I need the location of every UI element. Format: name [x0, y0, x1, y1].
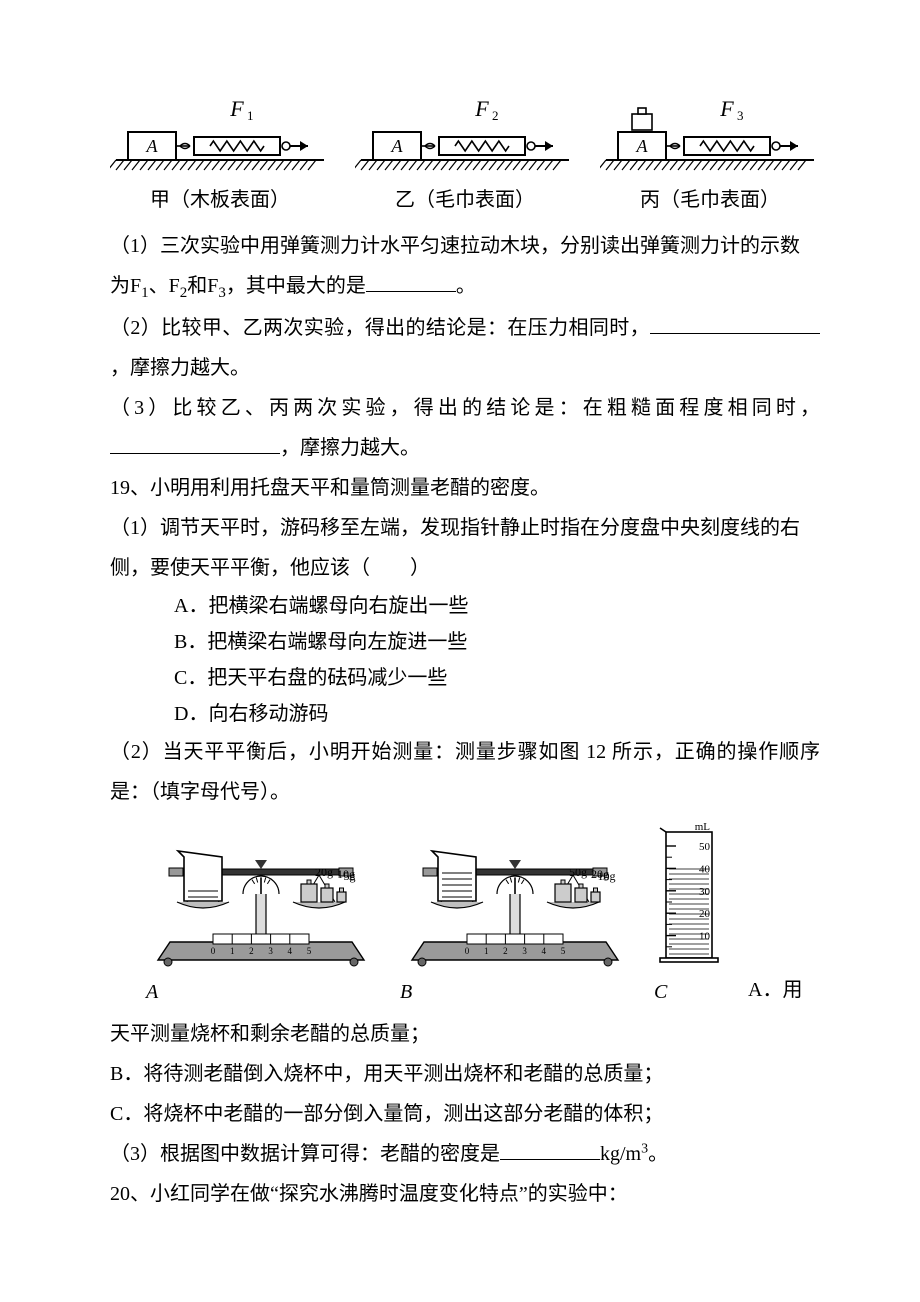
steps-B: B．将待测老醋倒入烧杯中，用天平测出烧杯和老醋的总质量； — [110, 1054, 820, 1094]
svg-text:1: 1 — [230, 946, 235, 956]
svg-text:5g: 5g — [344, 869, 356, 883]
svg-text:A: A — [146, 136, 159, 156]
txt: （3）比较乙、丙两次实验，得出的结论是：在粗糙面程度相同时， — [110, 397, 820, 419]
svg-text:30: 30 — [699, 886, 711, 898]
opt-C[interactable]: C．把天平右盘的砝码减少一些 — [174, 660, 820, 696]
blank-density[interactable] — [500, 1139, 600, 1160]
blank-2[interactable] — [650, 313, 820, 334]
svg-text:F: F — [719, 100, 734, 121]
q19-p1b: 侧，要使天平平衡，他应该（ ） — [110, 548, 820, 588]
q19-lead: 19、小明用利用托盘天平和量筒测量老醋的密度。 — [110, 468, 820, 508]
blank-1[interactable] — [366, 271, 456, 292]
txt: （3）根据图中数据计算可得：老醋的密度是 — [110, 1143, 500, 1165]
svg-text:3: 3 — [268, 946, 273, 956]
opt-B[interactable]: B．把横梁右端螺母向左旋进一些 — [174, 624, 820, 660]
q19-p2: （2）当天平平衡后，小明开始测量：测量步骤如图 12 所示，正确的操作顺序是：（… — [110, 732, 820, 812]
steps-A-inline: A．用 — [748, 979, 802, 1001]
svg-text:0: 0 — [211, 946, 216, 956]
cylinder-C: mL1020304050C — [654, 818, 724, 1012]
svg-text:5: 5 — [307, 946, 312, 956]
txt: ，其中最大的是 — [226, 275, 366, 297]
friction-figures: F 1 A 甲（木板表面） F 2 A — [110, 100, 820, 220]
svg-text:F: F — [474, 100, 489, 121]
svg-text:50: 50 — [699, 841, 711, 853]
svg-text:20: 20 — [699, 908, 711, 920]
svg-text:2: 2 — [249, 946, 254, 956]
q1-part1-line1: （1）三次实验中用弹簧测力计水平匀速拉动木块，分别读出弹簧测力计的示数 — [110, 226, 820, 266]
svg-text:4: 4 — [542, 946, 547, 956]
q1-part1-line2: 为F1、F2和F3，其中最大的是。 — [110, 266, 820, 308]
txt: ，摩擦力越大。 — [110, 357, 250, 379]
q1-part3: （3）比较乙、丙两次实验，得出的结论是：在粗糙面程度相同时， ，摩擦力越大。 — [110, 388, 820, 468]
svg-text:1: 1 — [484, 946, 489, 956]
txt: ，摩擦力越大。 — [280, 437, 420, 459]
q1-part2: （2）比较甲、乙两次实验，得出的结论是：在压力相同时， ，摩擦力越大。 — [110, 308, 820, 388]
svg-text:3: 3 — [522, 946, 527, 956]
svg-text:5: 5 — [561, 946, 566, 956]
svg-text:A: A — [391, 136, 404, 156]
q19-p3: （3）根据图中数据计算可得：老醋的密度是kg/m3。 — [110, 1134, 820, 1174]
svg-text:A: A — [636, 136, 649, 156]
svg-text:0: 0 — [465, 946, 470, 956]
txt: 、F — [149, 275, 180, 297]
txt: （2）比较甲、乙两次实验，得出的结论是：在压力相同时， — [110, 317, 650, 339]
svg-text:1: 1 — [247, 108, 254, 123]
balance-A: 20g10g5g012345A — [146, 818, 376, 1012]
q19-options: A．把横梁右端螺母向右旋出一些 B．把横梁右端螺母向左旋进一些 C．把天平右盘的… — [174, 588, 820, 732]
txt: 。 — [456, 275, 476, 297]
txt: 。 — [648, 1143, 668, 1165]
svg-text:2: 2 — [492, 108, 499, 123]
opt-D[interactable]: D．向右移动游码 — [174, 696, 820, 732]
balance-figures: 20g10g5g012345A 50g20g10g012345B mL10203… — [146, 818, 820, 1012]
q19-p1a: （1）调节天平时，游码移至左端，发现指针静止时指在分度盘中央刻度线的右 — [110, 508, 820, 548]
blank-3[interactable] — [110, 433, 280, 454]
q20-text: 20、小红同学在做“探究水沸腾时温度变化特点”的实验中： — [110, 1174, 820, 1214]
svg-text:3: 3 — [737, 108, 744, 123]
svg-text:2: 2 — [503, 946, 508, 956]
svg-text:10: 10 — [699, 931, 711, 943]
opt-A[interactable]: A．把横梁右端螺母向右旋出一些 — [174, 588, 820, 624]
svg-text:10g: 10g — [598, 869, 616, 883]
steps-C: C．将烧杯中老醋的一部分倒入量筒，测出这部分老醋的体积； — [110, 1094, 820, 1134]
txt: 和F — [187, 275, 218, 297]
balance-B: 50g20g10g012345B — [400, 818, 630, 1012]
svg-text:40: 40 — [699, 863, 711, 875]
svg-text:F: F — [229, 100, 244, 121]
txt: kg/m — [600, 1143, 641, 1165]
svg-text:4: 4 — [288, 946, 293, 956]
svg-text:20g: 20g — [315, 865, 333, 879]
steps-A-cont: 天平测量烧杯和剩余老醋的总质量； — [110, 1014, 820, 1054]
svg-text:50g: 50g — [569, 865, 587, 879]
txt: 为F — [110, 275, 141, 297]
